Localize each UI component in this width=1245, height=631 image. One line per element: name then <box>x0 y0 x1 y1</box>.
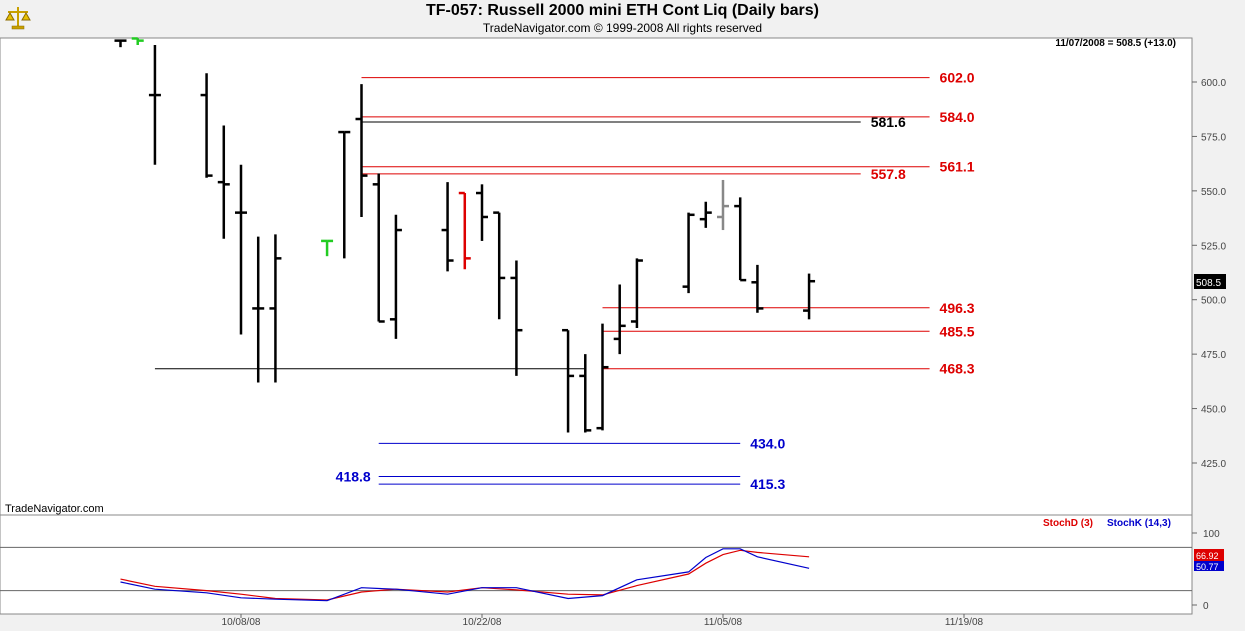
price-axis-ticks: 600.0 575.0 550.0 525.0 500.0 475.0 450.0 425.0… <box>1192 78 1226 612</box>
stoch-k-legend: StochK (14,3) <box>1107 518 1171 529</box>
level-label: 415.3 <box>750 476 785 492</box>
trade-navigator-scales-logo-icon <box>4 4 32 32</box>
ohlc-bar <box>475 184 488 241</box>
last-price-label: 508.5 <box>1196 278 1221 289</box>
stoch-d-legend: StochD (3) <box>1043 518 1093 529</box>
price-readout: 11/07/2008 = 508.5 (+13.0) <box>1055 38 1176 49</box>
price-tick-label: 475.0 <box>1201 350 1226 361</box>
level-label: 557.8 <box>871 166 906 182</box>
ohlc-bar <box>269 234 282 383</box>
date-axis-ticks: 10/08/08 10/22/08 11/05/08 11/19/08 <box>222 614 984 628</box>
ohlc-bar <box>148 44 161 165</box>
date-tick-label: 10/22/08 <box>463 617 502 628</box>
ohlc-bar <box>613 284 626 355</box>
ohlc-bar <box>235 164 247 335</box>
date-tick-label: 11/19/08 <box>945 617 984 628</box>
price-tick-label: 450.0 <box>1201 405 1226 416</box>
copyright-text: TradeNavigator.com © 1999-2008 All right… <box>482 21 763 35</box>
price-tick-label: 600.0 <box>1201 78 1226 89</box>
stochastic-lines <box>0 546 1192 602</box>
ohlc-bar <box>682 212 695 294</box>
ohlc-bar <box>114 39 127 48</box>
ohlc-bar <box>596 323 609 431</box>
ohlc-bar <box>131 37 144 45</box>
stoch-d-value-tag <box>1194 549 1224 561</box>
stoch-tick-label: 100 <box>1203 529 1220 540</box>
price-panel[interactable] <box>0 37 1193 516</box>
ohlc-bar <box>355 84 368 217</box>
level-label: 584.0 <box>940 109 975 125</box>
last-price-tag <box>1194 274 1226 289</box>
ohlc-bar <box>217 125 230 239</box>
ohlc-bar <box>630 258 643 329</box>
ohlc-bar <box>200 73 213 178</box>
ohlc-bar <box>562 328 575 433</box>
ohlc-bar <box>338 130 351 259</box>
ohlc-bar <box>734 197 747 282</box>
price-tick-label: 575.0 <box>1201 132 1226 143</box>
price-tick-label: 525.0 <box>1201 241 1226 252</box>
price-tick-label: 425.0 <box>1201 459 1226 470</box>
ohlc-bar <box>441 182 454 272</box>
date-tick-label: 10/08/08 <box>222 617 261 628</box>
level-label: 581.6 <box>871 114 906 130</box>
ohlc-bar <box>389 214 402 339</box>
stoch-k-value-tag <box>1194 561 1224 571</box>
level-label: 434.0 <box>750 435 785 451</box>
stoch-k-value: 50.77 <box>1196 562 1219 572</box>
price-tick-label: 550.0 <box>1201 187 1226 198</box>
ohlc-bar <box>751 264 764 313</box>
ohlc-bar <box>372 173 385 323</box>
ohlc-bar <box>510 260 523 376</box>
ohlc-bar <box>321 239 334 257</box>
date-tick-label: 11/05/08 <box>704 617 743 628</box>
level-label: 468.3 <box>940 361 975 377</box>
level-label: 485.5 <box>940 323 975 339</box>
stoch-tick-label: 0 <box>1203 601 1209 612</box>
ohlc-bar <box>493 211 506 320</box>
ohlc-bar <box>458 191 471 270</box>
ohlc-bar <box>252 236 265 383</box>
ohlc-bar <box>579 354 592 433</box>
price-bars <box>114 37 816 433</box>
watermark-text: TradeNavigator.com <box>5 503 104 515</box>
ohlc-bar <box>716 179 729 231</box>
ohlc-bar <box>699 201 712 228</box>
price-tick-label: 500.0 <box>1201 296 1226 307</box>
stoch-series-line <box>120 549 810 601</box>
stochastic-panel[interactable] <box>0 514 1193 615</box>
header: TF-057: Russell 2000 mini ETH Cont Liq (… <box>0 0 1245 38</box>
chart-title: TF-057: Russell 2000 mini ETH Cont Liq (… <box>426 2 819 19</box>
level-label: 496.3 <box>940 300 975 316</box>
stoch-d-value: 66.92 <box>1196 551 1219 561</box>
level-label: 418.8 <box>336 468 371 484</box>
level-label: 602.0 <box>940 70 975 86</box>
level-label: 561.1 <box>940 159 975 175</box>
level-lines: 602.0 584.0 581.6 561.1 557.8 496.3 485.5 468.3… <box>154 70 975 492</box>
ohlc-bar <box>803 273 816 320</box>
stoch-series-line <box>120 548 810 602</box>
